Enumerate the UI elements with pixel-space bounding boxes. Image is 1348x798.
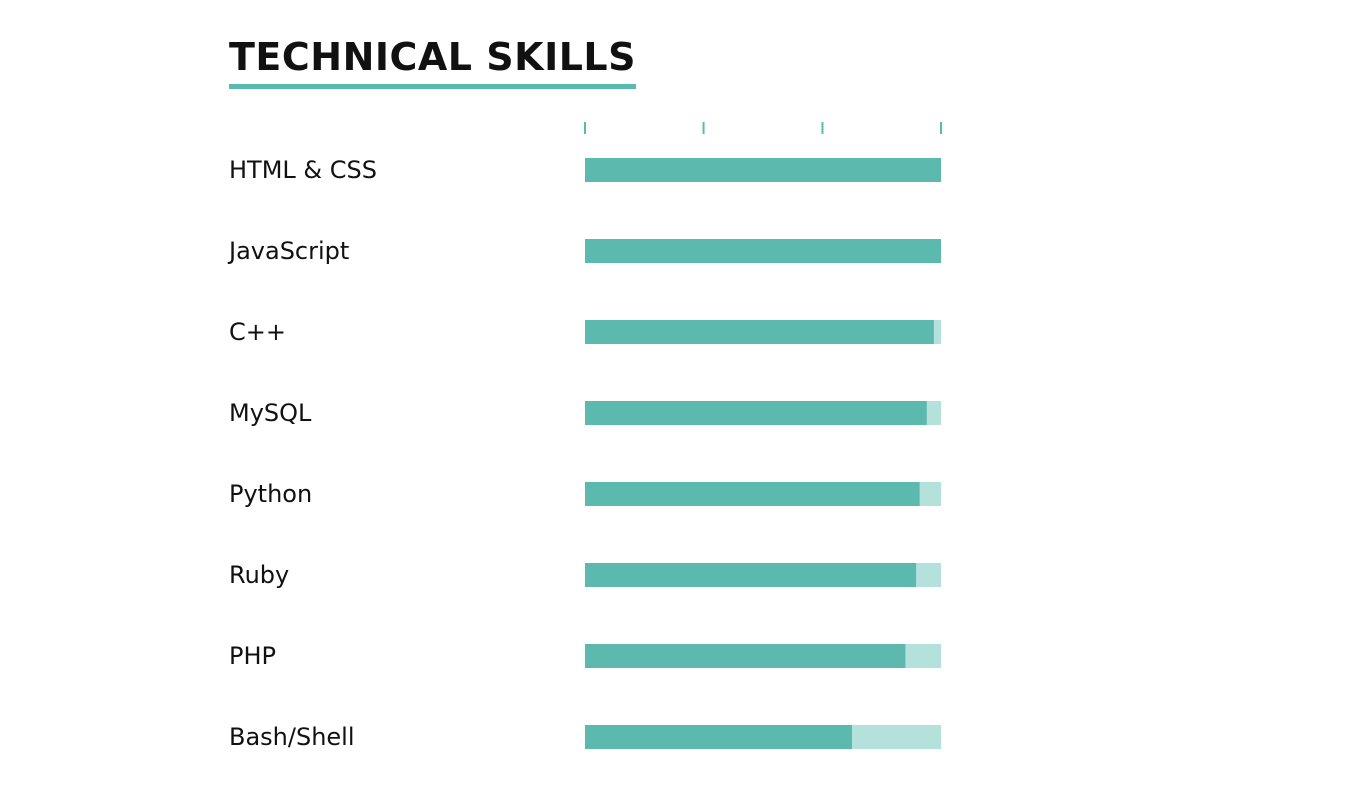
technical-skills-section: TECHNICAL SKILLS [229,34,989,89]
skill-bar-fill [585,401,927,425]
skill-label: JavaScript [227,237,349,265]
skill-bar-fill [585,644,906,668]
skills-bar-chart: HTML & CSS JavaScript C++ MySQL Python Ruby PH… [227,118,989,758]
skill-label: C++ [229,318,286,346]
skill-bar-fill [585,563,917,587]
skill-label: Python [229,480,312,508]
skills-chart-svg: HTML & CSS JavaScript C++ MySQL Python Ruby PH… [227,122,942,751]
skill-bar-fill [585,158,941,182]
skill-label: Ruby [229,561,289,589]
skill-bar-fill [585,725,852,749]
skill-label: Bash/Shell [229,723,355,751]
section-title: TECHNICAL SKILLS [229,34,636,89]
skill-label: MySQL [229,399,312,427]
skill-label: PHP [229,642,276,670]
skill-bar-fill [585,320,934,344]
skill-bar-fill [585,239,941,263]
skill-bar-fill [585,482,920,506]
skill-label: HTML & CSS [229,156,377,184]
